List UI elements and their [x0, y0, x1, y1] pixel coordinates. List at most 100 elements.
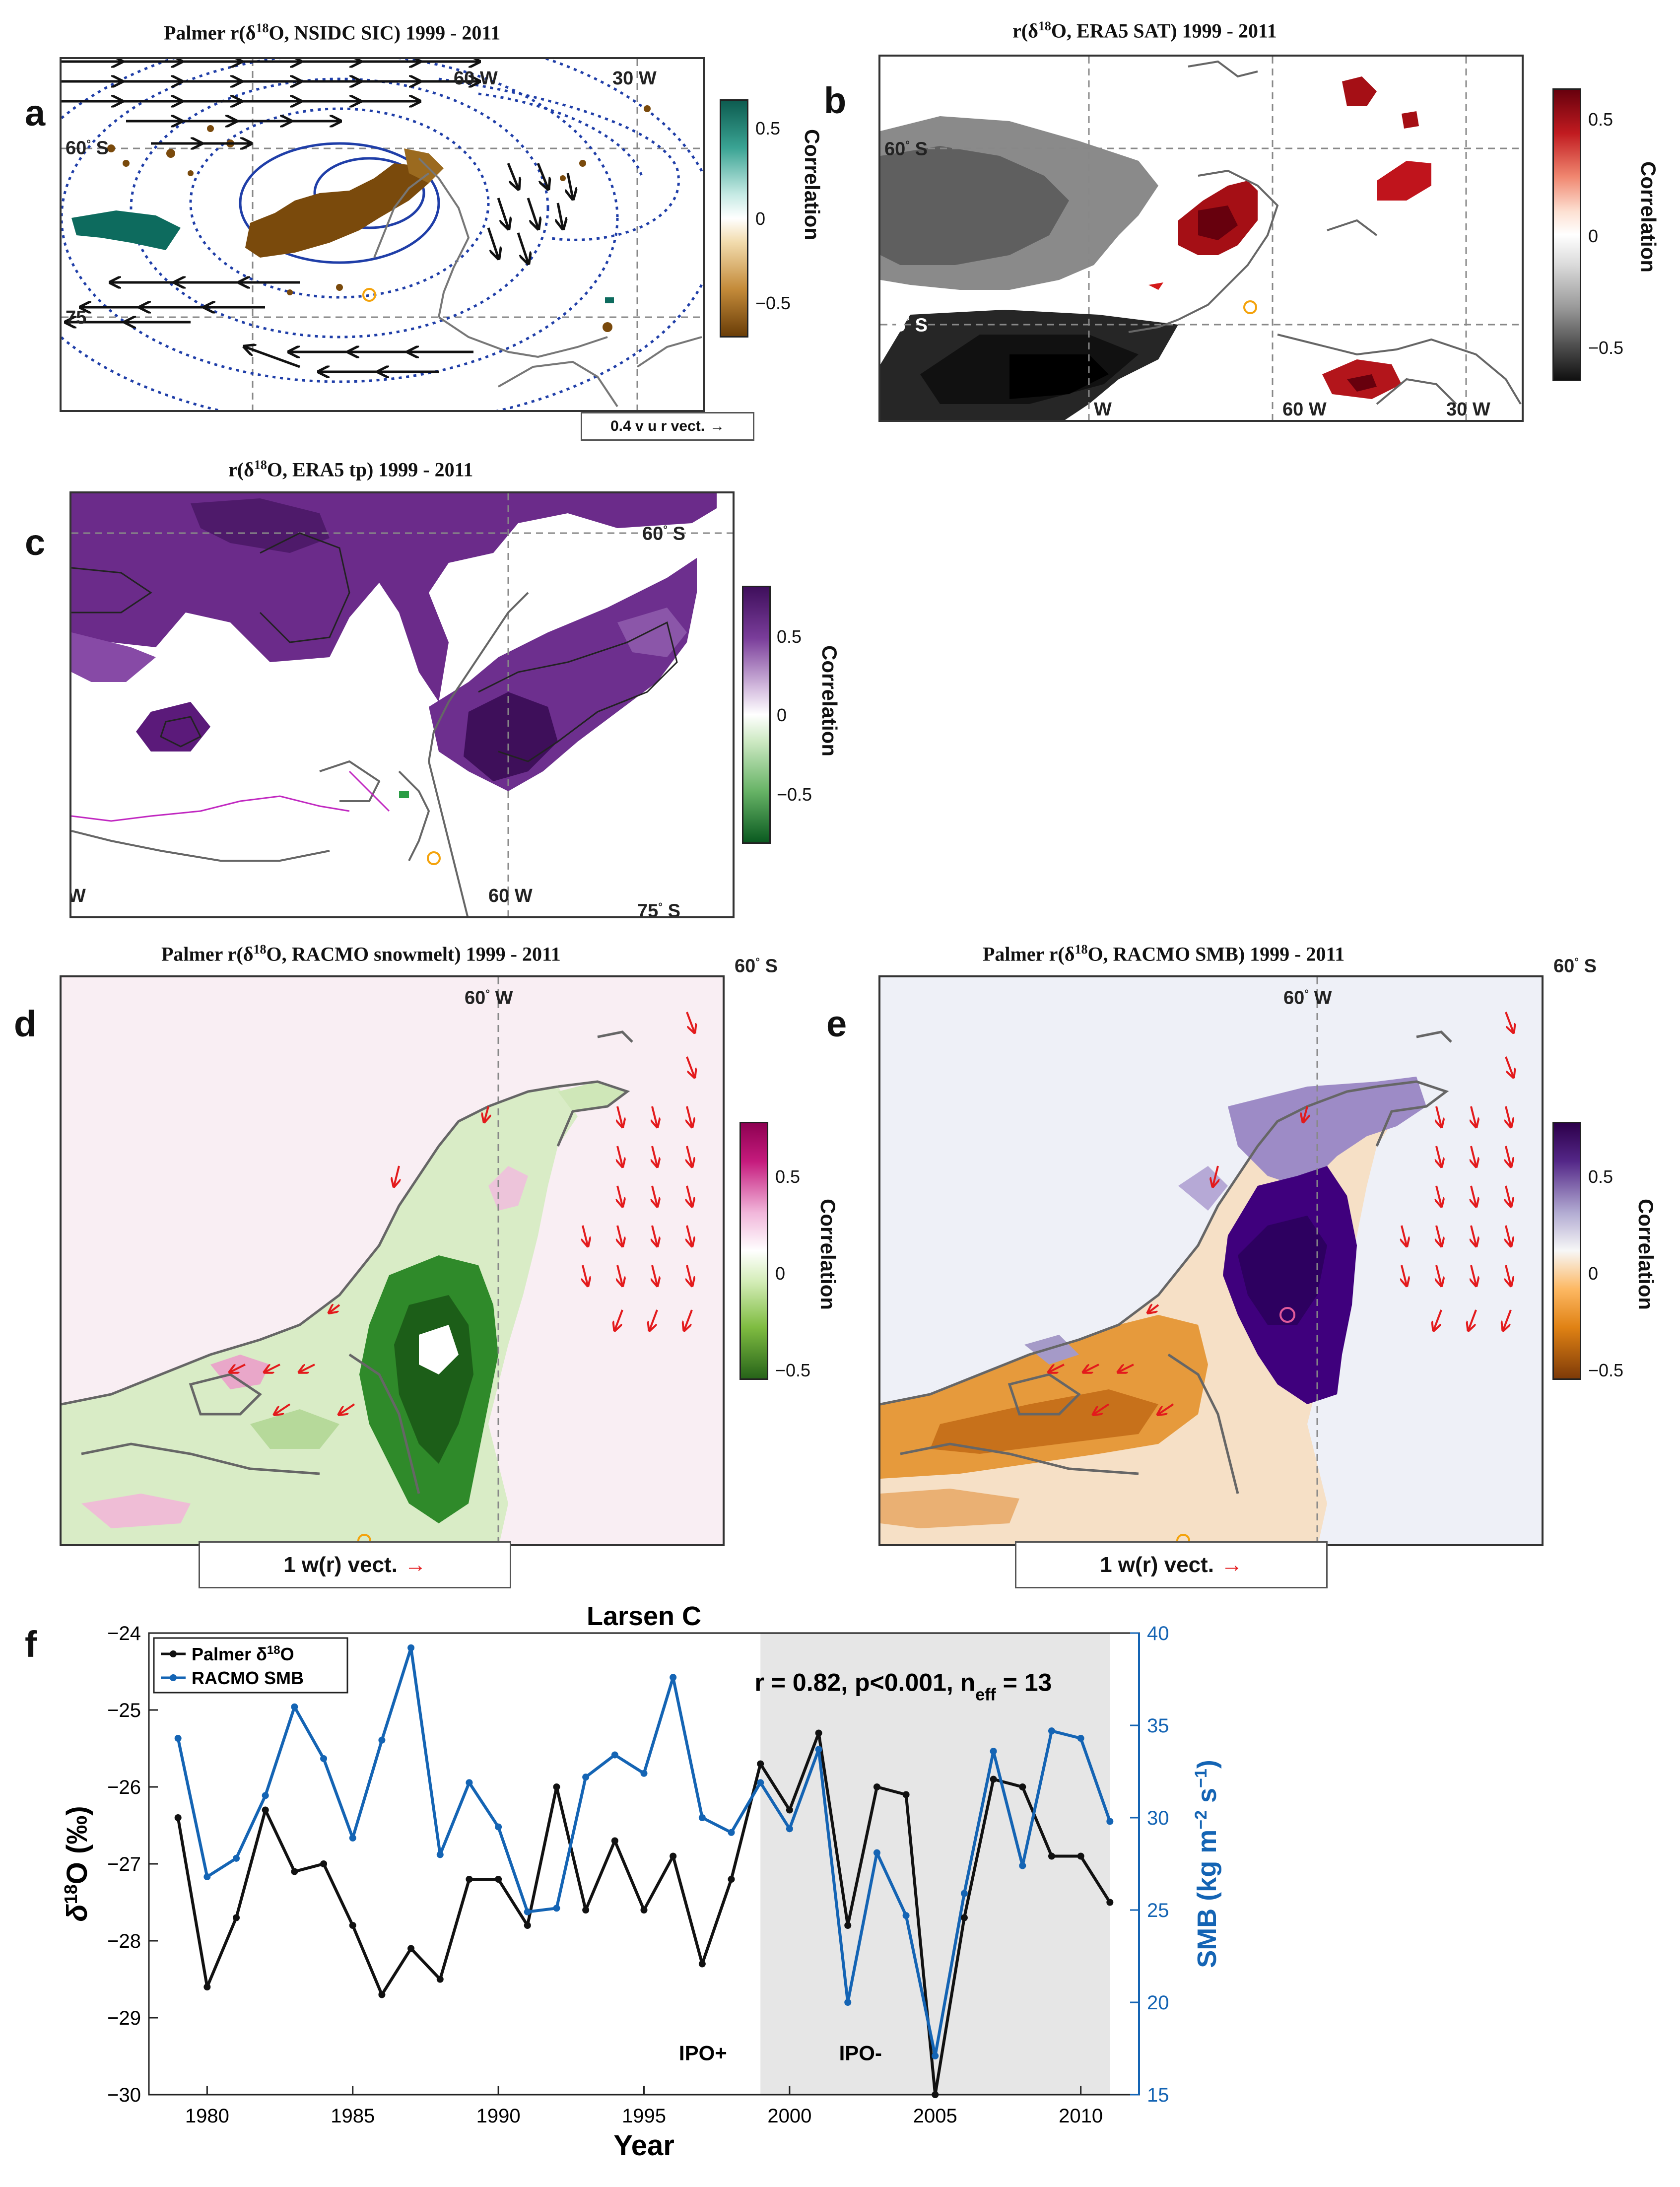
racmo-smb-point	[524, 1908, 531, 1915]
palmer-d18o-point	[786, 1806, 793, 1814]
y-right-tick-label: 35	[1147, 1715, 1169, 1737]
panel-d-positive-patch	[210, 1355, 270, 1389]
racmo-smb-point	[582, 1774, 590, 1781]
palmer-d18o-point	[1077, 1852, 1084, 1860]
racmo-smb-point	[698, 1814, 706, 1821]
panel-b-lon60-label: 60 W	[1282, 399, 1327, 420]
x-tick-label: 1985	[331, 2105, 375, 2127]
palmer-d18o-point	[611, 1837, 618, 1845]
panel-c-title: r(δ18O, ERA5 tp) 1999 - 2011	[228, 458, 473, 481]
palmer-d18o-point	[990, 1776, 997, 1783]
palmer-d18o-point	[524, 1922, 531, 1929]
racmo-smb-point	[932, 2052, 939, 2059]
panel-c-lon90-label: 90 W	[69, 886, 86, 906]
panel-e-tick-zero: 0	[1588, 1263, 1599, 1284]
panel-d-map-graphic	[62, 977, 725, 1544]
y-right-tick-label: 25	[1147, 1900, 1169, 1921]
panel-c-colorbar	[742, 586, 771, 844]
panel-e-lon60-label: 60° W	[1283, 987, 1332, 1009]
panel-c-colorbar-title: Correlation	[818, 645, 841, 757]
palmer-d18o-point	[1019, 1783, 1026, 1790]
palmer-d18o-point	[320, 1860, 328, 1867]
panel-a-negative-patch	[245, 163, 429, 258]
panel-e-map: 60° W	[878, 975, 1544, 1546]
palmer-d18o-point	[262, 1806, 269, 1814]
panel-a-lat60-label: 60° S	[66, 137, 109, 159]
panel-c-lat75-label: 75° S	[637, 900, 681, 918]
panel-a-map: 60° S 75 60 W 30 W	[60, 57, 705, 412]
panel-c-tick-zero: 0	[777, 705, 787, 725]
panel-b-colorbar-title: Correlation	[1637, 161, 1660, 273]
racmo-smb-point	[640, 1770, 648, 1777]
panel-e-map-graphic	[880, 977, 1544, 1544]
racmo-smb-point	[203, 1873, 211, 1881]
panel-a-tick-neg: −0.5	[755, 293, 791, 313]
panel-e-colorbar	[1552, 1122, 1581, 1380]
x-tick-label: 1995	[622, 2105, 666, 2127]
panel-e-lat60-label: 60° S	[1553, 956, 1597, 977]
palmer-d18o-point	[553, 1783, 560, 1790]
racmo-smb-point	[990, 1748, 997, 1755]
racmo-smb-point	[466, 1779, 473, 1786]
palmer-d18o-point	[960, 1914, 968, 1921]
palmer-d18o-point	[815, 1729, 822, 1737]
y-axis-right-label: SMB (kg m−2 s−1)	[1192, 1760, 1222, 1968]
racmo-smb-point	[844, 1999, 852, 2006]
panel-a-title: Palmer r(δ18O, NSIDC SIC) 1999 - 2011	[164, 21, 501, 44]
palmer-d18o-point	[902, 1791, 910, 1798]
y-left-tick-label: −24	[107, 1623, 141, 1644]
palmer-d18o-point	[932, 2091, 939, 2098]
racmo-smb-point	[436, 1851, 444, 1858]
racmo-smb-point	[349, 1834, 356, 1842]
panel-a-positive-patch	[71, 210, 181, 250]
palmer-d18o-point	[466, 1876, 473, 1883]
palmer-d18o-point	[174, 1814, 182, 1821]
chart-legend: Palmer δ18O RACMO SMB	[153, 1637, 348, 1694]
x-tick-label: 1980	[185, 2105, 229, 2127]
panel-letter-a: a	[25, 92, 46, 134]
correlation-annotation: r = 0.82, p<0.001, neff = 13	[754, 1668, 1052, 1704]
racmo-smb-point	[1077, 1735, 1084, 1742]
palmer-d18o-point	[407, 1945, 415, 1952]
ipo-negative-shading	[760, 1633, 1110, 2095]
panel-e-title: Palmer r(δ18O, RACMO SMB) 1999 - 2011	[983, 942, 1345, 965]
panel-c-tick-neg: −0.5	[777, 784, 812, 805]
legend-racmo-marker	[170, 1674, 177, 1681]
panel-d-colorbar-title: Correlation	[816, 1199, 840, 1310]
racmo-smb-point	[757, 1779, 764, 1786]
y-right-tick-label: 40	[1147, 1623, 1169, 1644]
panel-f-chart: 1980 1985 1990 1995 2000 2005 2010 −30 −29 −28 −27…	[61, 1601, 1222, 2162]
x-tick-label: 2005	[913, 2105, 957, 2127]
x-tick-label: 2010	[1059, 2105, 1103, 2127]
panel-letter-b: b	[824, 80, 847, 121]
racmo-smb-point	[1106, 1818, 1114, 1825]
palmer-d18o-point	[436, 1976, 444, 1983]
palmer-d18o-point	[349, 1922, 356, 1929]
panel-b-lat75-label: 75° S	[884, 315, 928, 336]
palmer-d18o-point	[495, 1876, 502, 1883]
panel-b-colorbar	[1552, 88, 1581, 381]
panel-a-tick-zero: 0	[755, 208, 766, 229]
racmo-smb-point	[960, 1890, 968, 1897]
panel-a-lon60-label: 60 W	[454, 68, 498, 89]
x-tick-label: 1990	[476, 2105, 521, 2127]
racmo-smb-point	[815, 1746, 822, 1753]
y-left-tick-label: −26	[107, 1777, 141, 1798]
panel-b-lat60-label: 60° S	[884, 138, 928, 160]
panel-letter-e: e	[826, 1003, 847, 1044]
y-right-tick-label: 15	[1147, 2084, 1169, 2106]
racmo-smb-point	[611, 1751, 618, 1759]
palmer-d18o-point	[1048, 1852, 1055, 1860]
panel-d-lon60-label: 60° W	[465, 987, 513, 1009]
racmo-smb-point	[873, 1849, 880, 1856]
racmo-smb-point	[670, 1674, 677, 1681]
racmo-smb-point	[174, 1735, 182, 1742]
panel-e-tick-neg: −0.5	[1588, 1360, 1624, 1380]
panel-c-tick-pos: 0.5	[777, 626, 802, 647]
panel-c-map: 60° S 90 W 60 W 75° S	[69, 491, 735, 918]
panel-b-tick-pos: 0.5	[1588, 109, 1613, 130]
y-right-tick-label: 30	[1147, 1807, 1169, 1829]
y-left-tick-label: −30	[107, 2084, 141, 2106]
panel-b-lon30-label: 30 W	[1446, 399, 1490, 420]
panel-c-lat60-label: 60° S	[642, 523, 686, 545]
